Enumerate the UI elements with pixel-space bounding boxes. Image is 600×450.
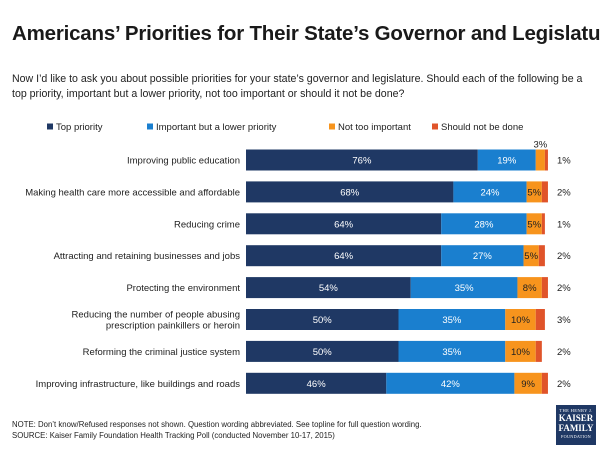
bar-important-but-a-lower-priority	[386, 372, 515, 394]
data-label-top-priority: 50%	[313, 347, 333, 358]
bar-should-not-be-done	[535, 309, 545, 330]
bar-not-too-important	[526, 181, 542, 203]
bars: 76% 19% 3% 1% 68% 24% 5% 2% 64% 28% 5% 1% 64% 27% 5% 2%…	[246, 140, 571, 394]
bar-important-but-a-lower-priority	[441, 245, 524, 267]
bar-should-not-be-done	[541, 181, 548, 203]
source-text: SOURCE: Kaiser Family Foundation Health …	[12, 431, 335, 440]
data-label-not-too-important: 3%	[533, 140, 547, 151]
legend-label-not-too-important: Not too important	[338, 122, 411, 133]
bar-not-too-important	[505, 309, 536, 330]
data-label-important-but-a-lower-priority: 28%	[474, 219, 494, 230]
bar-top-priority	[246, 277, 411, 299]
bar-top-priority	[246, 213, 442, 235]
data-label-important-but-a-lower-priority: 35%	[455, 283, 475, 294]
data-label-top-priority: 46%	[307, 379, 327, 390]
category-label: Reforming the criminal justice system	[83, 347, 240, 358]
bar-should-not-be-done	[541, 277, 548, 299]
data-label-top-priority: 76%	[352, 156, 372, 167]
data-label-not-too-important: 5%	[527, 219, 541, 230]
data-label-important-but-a-lower-priority: 35%	[442, 347, 462, 358]
logo-line-3: FOUNDATION	[561, 434, 591, 439]
data-label-should-not-be-done: 2%	[557, 187, 571, 198]
bar-important-but-a-lower-priority	[398, 340, 506, 362]
kff-logo: THE HENRY J. KAISER FAMILY FOUNDATION	[556, 405, 596, 445]
data-label-top-priority: 64%	[334, 251, 354, 262]
bar-should-not-be-done	[544, 149, 548, 171]
legend: Top priority Important but a lower priori…	[47, 122, 523, 133]
data-label-not-too-important: 5%	[524, 251, 538, 262]
category-label: Attracting and retaining businesses and …	[54, 251, 241, 262]
bar-top-priority	[246, 245, 442, 267]
data-label-top-priority: 50%	[313, 315, 333, 326]
bar-not-too-important	[526, 213, 542, 235]
legend-swatch-important-but-a-lower-priority	[147, 123, 153, 130]
data-label-top-priority: 54%	[319, 283, 339, 294]
bar-important-but-a-lower-priority	[410, 277, 518, 299]
legend-swatch-top-priority	[47, 123, 53, 130]
bar-important-but-a-lower-priority	[441, 213, 527, 235]
footnote: NOTE: Don’t know/Refused responses not s…	[12, 419, 422, 441]
bar-important-but-a-lower-priority	[477, 149, 536, 171]
bar-should-not-be-done	[538, 245, 545, 267]
data-label-not-too-important: 9%	[521, 379, 535, 390]
legend-label-important-but-a-lower-priority: Important but a lower priority	[156, 122, 277, 133]
bar-not-too-important	[514, 372, 542, 394]
category-label: prescription painkillers or heroin	[106, 321, 240, 332]
bar-top-priority	[246, 149, 478, 171]
data-label-important-but-a-lower-priority: 24%	[480, 187, 500, 198]
legend-swatch-should-not-be-done	[432, 123, 438, 130]
data-label-important-but-a-lower-priority: 42%	[441, 379, 461, 390]
category-label: Making health care more accessible and a…	[25, 187, 240, 198]
category-label: Improving public education	[127, 156, 240, 167]
bar-top-priority	[246, 309, 399, 330]
bar-important-but-a-lower-priority	[398, 309, 506, 330]
data-label-should-not-be-done: 2%	[557, 347, 571, 358]
data-label-should-not-be-done: 2%	[557, 251, 571, 262]
data-label-not-too-important: 10%	[511, 347, 531, 358]
data-label-not-too-important: 10%	[511, 315, 531, 326]
data-label-important-but-a-lower-priority: 27%	[473, 251, 493, 262]
legend-label-top-priority: Top priority	[56, 122, 103, 133]
data-label-should-not-be-done: 2%	[557, 283, 571, 294]
category-label: Reducing crime	[174, 219, 240, 230]
bar-important-but-a-lower-priority	[453, 181, 527, 203]
data-label-top-priority: 64%	[334, 219, 354, 230]
bar-top-priority	[246, 181, 454, 203]
data-label-top-priority: 68%	[340, 187, 360, 198]
data-label-important-but-a-lower-priority: 35%	[442, 315, 462, 326]
bar-not-too-important	[505, 340, 536, 362]
category-label: Reducing the number of people abusing	[72, 310, 240, 321]
note-text: NOTE: Don’t know/Refused responses not s…	[12, 420, 422, 429]
legend-swatch-not-too-important	[329, 123, 335, 130]
bar-top-priority	[246, 340, 399, 362]
category-label: Improving infrastructure, like buildings…	[36, 379, 241, 390]
category-labels: Improving public education Making health …	[25, 156, 240, 390]
category-label: Protecting the environment	[126, 283, 240, 294]
bar-top-priority	[246, 372, 387, 394]
bar-not-too-important	[517, 277, 542, 299]
bar-should-not-be-done	[541, 213, 545, 235]
data-label-should-not-be-done: 1%	[557, 219, 571, 230]
logo-line-2b: FAMILY	[558, 423, 594, 433]
bar-should-not-be-done	[535, 340, 542, 362]
bar-should-not-be-done	[541, 372, 548, 394]
data-label-should-not-be-done: 2%	[557, 379, 571, 390]
data-label-not-too-important: 5%	[527, 187, 541, 198]
bar-not-too-important	[535, 149, 545, 171]
logo-line-2a: KAISER	[558, 413, 594, 423]
legend-label-should-not-be-done: Should not be done	[441, 122, 523, 133]
chart-title: Americans’ Priorities for Their State’s …	[12, 22, 600, 45]
data-label-should-not-be-done: 1%	[557, 156, 571, 167]
data-label-should-not-be-done: 3%	[557, 315, 571, 326]
data-label-not-too-important: 8%	[523, 283, 537, 294]
bar-not-too-important	[523, 245, 539, 267]
logo-line-1: THE HENRY J.	[559, 408, 593, 413]
data-label-important-but-a-lower-priority: 19%	[497, 156, 517, 167]
chart-subtitle: Now I’d like to ask you about possible p…	[12, 73, 583, 100]
